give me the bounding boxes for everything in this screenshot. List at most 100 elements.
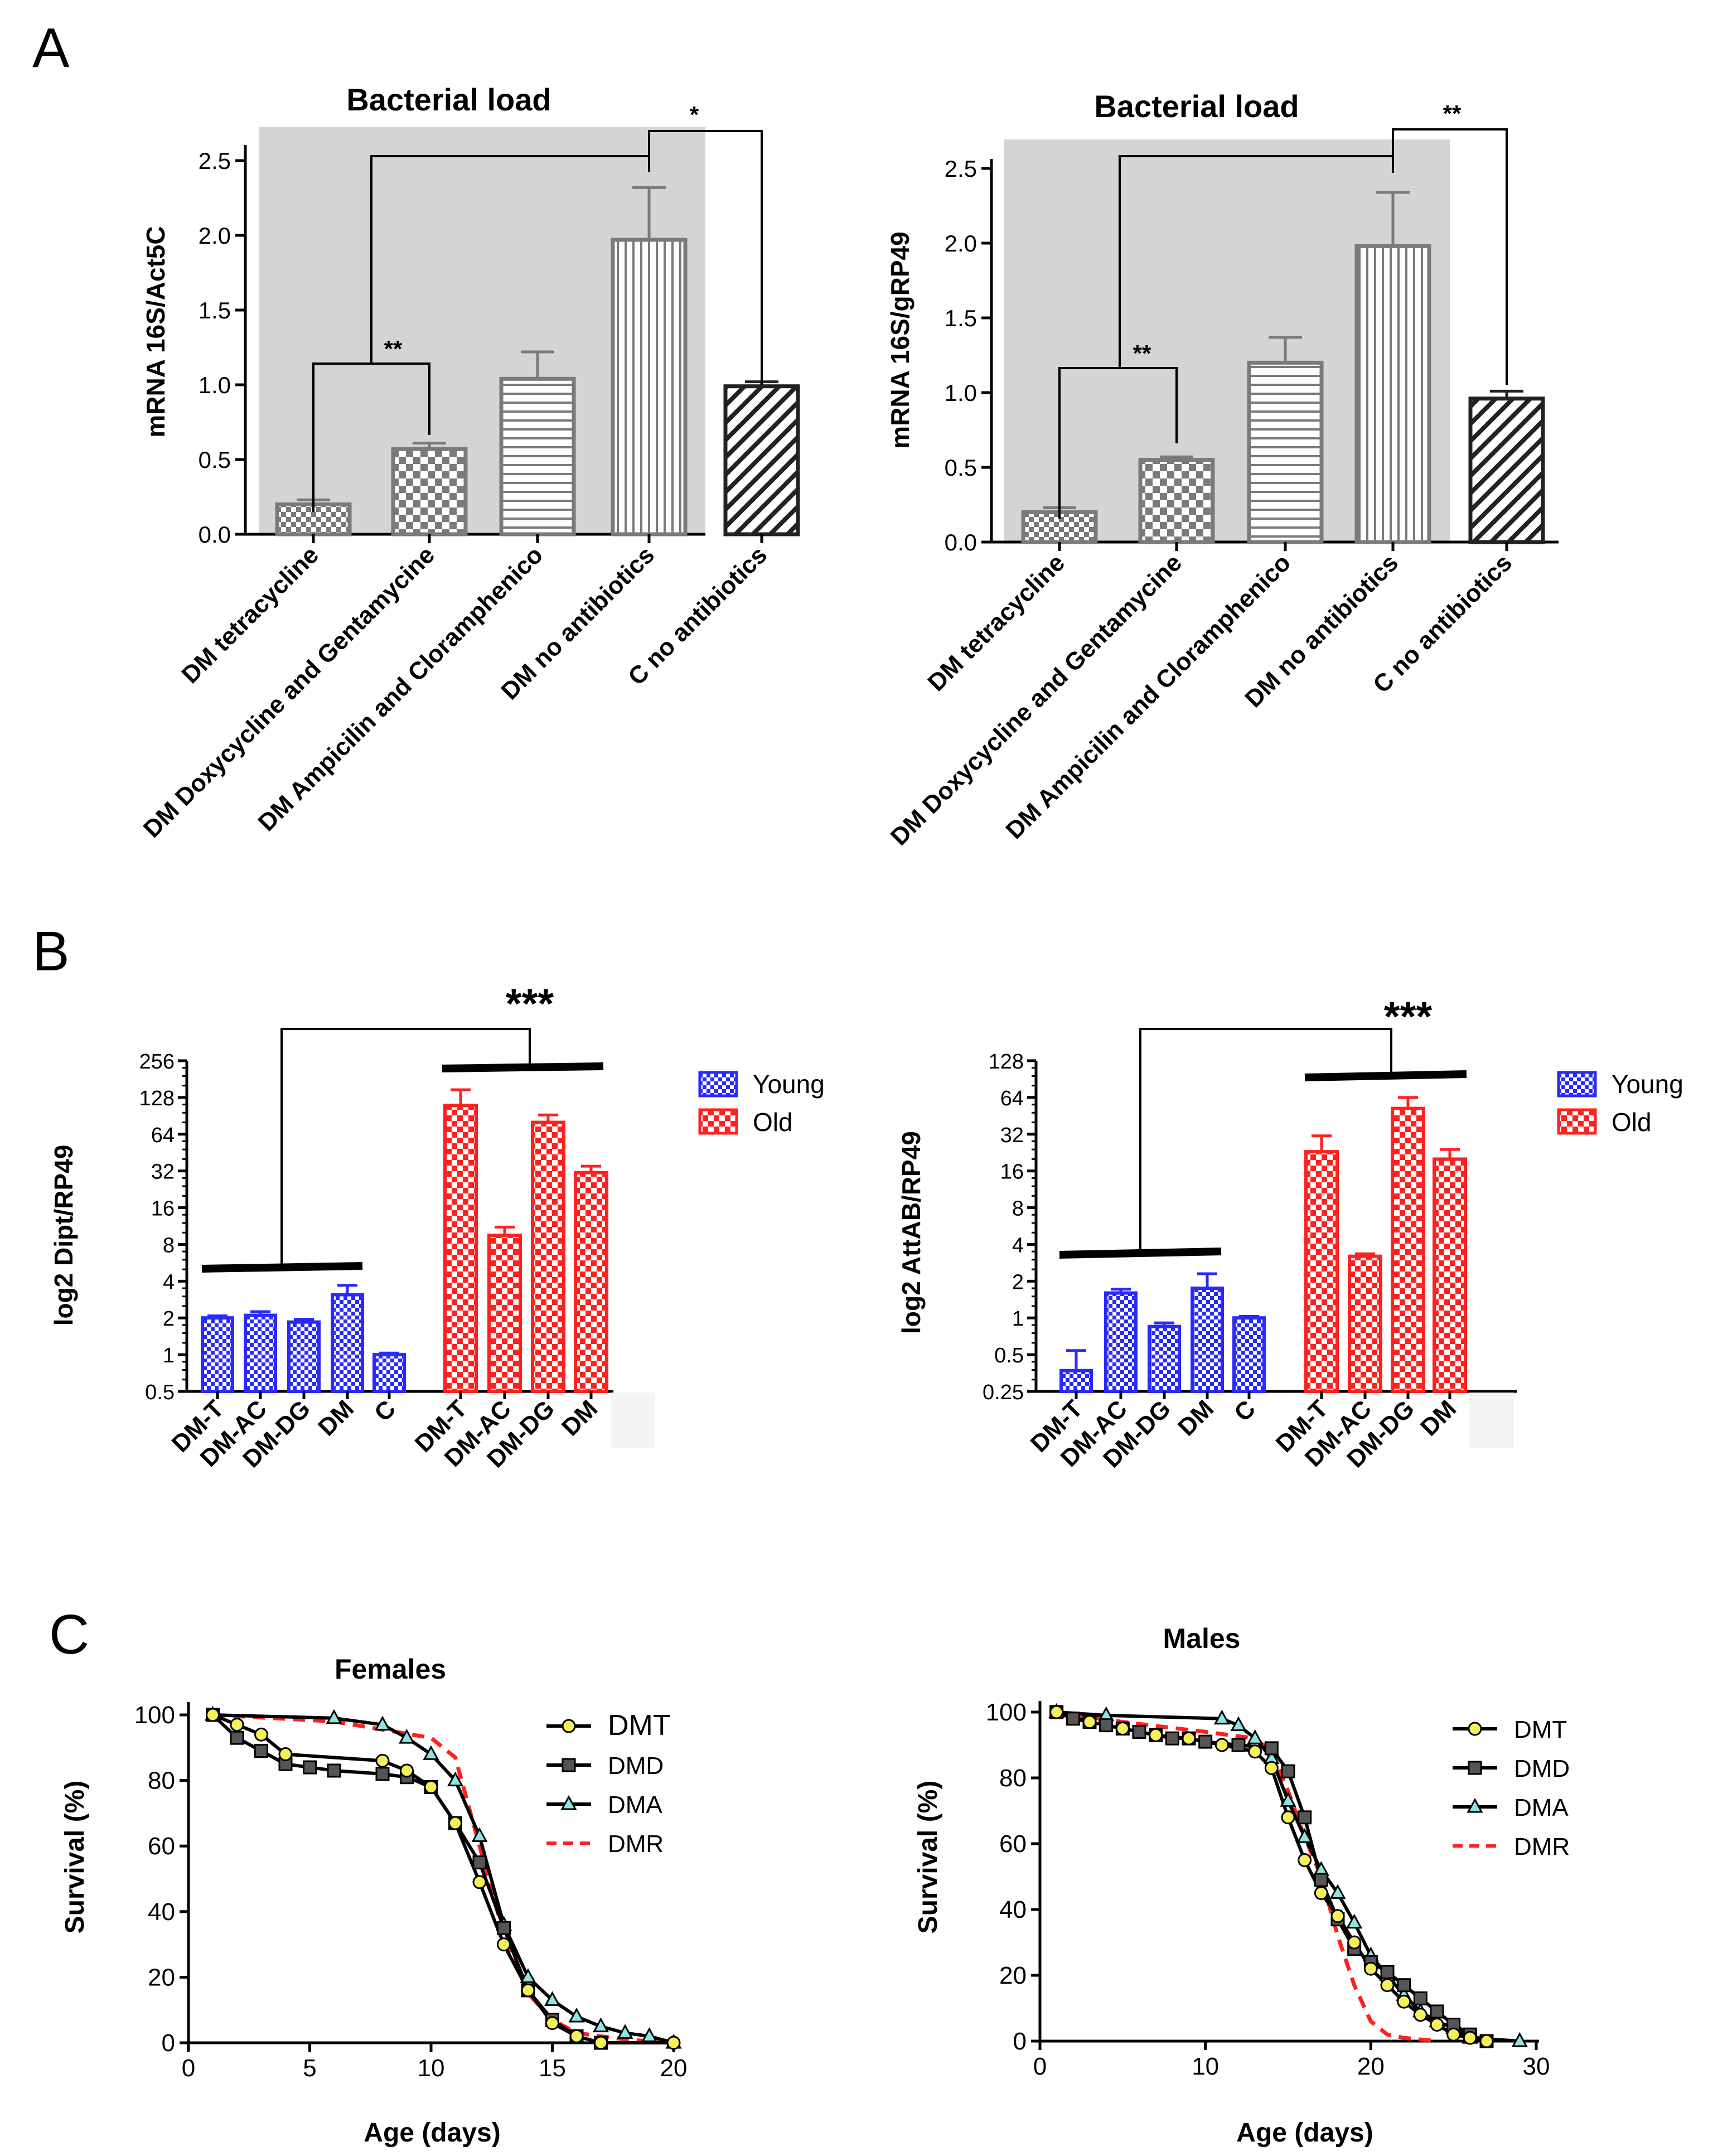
a1-ytick-label: 2.0 [199, 223, 231, 249]
c2-point-dmt [1330, 1909, 1345, 1923]
c1-point-dma [326, 1709, 342, 1724]
a2-ytick-label: 0.5 [945, 455, 977, 481]
c2-legend-marker [1468, 1722, 1482, 1736]
b1-legend-old: Old [698, 1108, 793, 1137]
c2-point-dmt [1463, 2031, 1477, 2045]
a1-ytick-label: 0.0 [199, 521, 231, 548]
c2-point-dmd [1413, 1991, 1428, 2005]
c2-title: Males [1163, 1623, 1241, 1654]
c2-point-dma [1511, 2032, 1528, 2047]
a1-bar [499, 376, 576, 536]
c1-legend-dmr: DMR [546, 1830, 664, 1858]
c1-point-dmd [230, 1730, 244, 1745]
c2-point-dmd [1165, 1731, 1179, 1746]
a2-ytick-label: 1.0 [945, 380, 977, 406]
c2-legend-marker [1468, 1761, 1482, 1775]
c1-ytick-label: 100 [134, 1701, 175, 1729]
b2-ytick-label: 1 [1012, 1307, 1024, 1331]
c2-ytick-label: 20 [999, 1962, 1027, 1989]
b2-bar [1191, 1287, 1224, 1394]
c1-legend-marker [562, 1719, 576, 1733]
c1-point-dmd [327, 1763, 341, 1778]
chart-a1: Bacterial load mRNA 16S/Act5C 0.0 0.5 1.0 1… [138, 82, 800, 843]
b2-legend-old-label: Old [1612, 1108, 1652, 1137]
c2-point-dmt [1363, 1961, 1378, 1976]
b2-bar [1433, 1157, 1467, 1393]
c2-ytick-label: 80 [999, 1765, 1027, 1792]
c2-point-dmt [1430, 2018, 1444, 2032]
c1-point-dmd [375, 1767, 390, 1781]
c1-point-dma [398, 1729, 415, 1744]
b2-xlabel: DM [1415, 1395, 1462, 1441]
b1-ylabel: log2 Dipt/RP49 [49, 1145, 78, 1326]
c1-legend-dma: DMA [546, 1791, 662, 1819]
a1-sig-1-label: ** [384, 336, 403, 362]
c2-point-dmd [1099, 1718, 1114, 1733]
c1-point-dmt [521, 1983, 535, 1998]
c2-point-dmt [1082, 1715, 1097, 1729]
b1-bar [574, 1171, 608, 1393]
c1-ylabel: Survival (%) [60, 1781, 90, 1934]
c2-ytick-label: 60 [999, 1830, 1027, 1858]
b1-ytick-label: 8 [163, 1234, 175, 1257]
c2-point-dma [1280, 1792, 1296, 1807]
a2-ytick-label: 0.0 [945, 529, 977, 555]
b1-bar [331, 1293, 364, 1393]
c2-point-dmd [1231, 1738, 1246, 1752]
a2-bar [1247, 360, 1324, 544]
c2-point-dmt [1347, 1935, 1362, 1950]
c2-point-dmt [1281, 1810, 1295, 1825]
a2-significance-1: ** [1058, 340, 1178, 519]
c2-point-dmt [1248, 1744, 1262, 1759]
c2-legend-label: DMD [1514, 1755, 1570, 1782]
c1-xtick-label: 0 [182, 2055, 195, 2082]
c1-point-dmd [472, 1855, 487, 1870]
c2-ytick-label: 0 [1013, 2028, 1027, 2055]
c2-xlabel: Age (days) [1236, 2118, 1373, 2148]
b2-legend-young: Young [1557, 1070, 1683, 1099]
c1-point-dma [592, 2017, 609, 2033]
c2-point-dmd [1132, 1724, 1146, 1739]
b1-sig-label: *** [506, 980, 554, 1027]
chart-c1: Females Survival (%) Age (days) 0 20 40 60 8… [60, 1654, 687, 2148]
c2-point-dma [1230, 1716, 1247, 1732]
c2-point-dmt [1049, 1705, 1064, 1719]
b2-ylabel: log2 AttAB/RP49 [897, 1131, 926, 1334]
b1-bar [531, 1120, 565, 1393]
c1-point-dma [423, 1745, 439, 1761]
c2-point-dma [1247, 1729, 1264, 1744]
c2-legend-label: DMT [1514, 1716, 1567, 1743]
b1-bar [201, 1316, 234, 1393]
panel-letter-a: A [32, 17, 70, 79]
b2-y-axis: 0.25 0.5 1 2 4 8 16 32 64 128 [983, 1050, 1038, 1404]
panel-letter-c: C [49, 1603, 89, 1666]
b2-xlabel: C [1229, 1395, 1261, 1427]
b1-ytick-label: 4 [163, 1270, 175, 1294]
c1-point-dmt [594, 2036, 608, 2050]
c1-ytick-label: 20 [148, 1964, 175, 1991]
c2-point-dmt [1397, 1994, 1411, 2009]
c2-legend-dmt: DMT [1453, 1716, 1567, 1743]
a1-bar [391, 447, 468, 536]
c1-legend-dmd: DMD [546, 1752, 664, 1780]
c1-legend: DMT DMD DMA DMR [546, 1709, 671, 1858]
b1-legend: Young Old [698, 1070, 825, 1137]
c1-point-dmt [569, 2029, 584, 2043]
a2-bar [1138, 458, 1215, 544]
a1-sig-2-label: * [690, 101, 699, 128]
c2-xtick-label: 10 [1192, 2053, 1219, 2080]
c1-xlabel: Age (days) [364, 2118, 500, 2148]
c2-point-dma [1296, 1828, 1313, 1843]
b1-ytick-label: 2 [163, 1307, 175, 1331]
a2-bar [1354, 244, 1431, 544]
c2-point-dmd [1198, 1734, 1213, 1749]
c1-xtick-label: 15 [539, 2055, 566, 2082]
c1-point-dma [374, 1715, 391, 1731]
c1-point-dmt [448, 1816, 462, 1830]
c1-xtick-label: 5 [303, 2055, 316, 2082]
b1-xlabel: DM [313, 1395, 359, 1441]
c1-legend-marker [560, 1795, 577, 1810]
c2-point-dmt [1380, 1978, 1395, 1993]
b2-empty-slot [1469, 1393, 1514, 1448]
a2-title: Bacterial load [1094, 89, 1299, 124]
